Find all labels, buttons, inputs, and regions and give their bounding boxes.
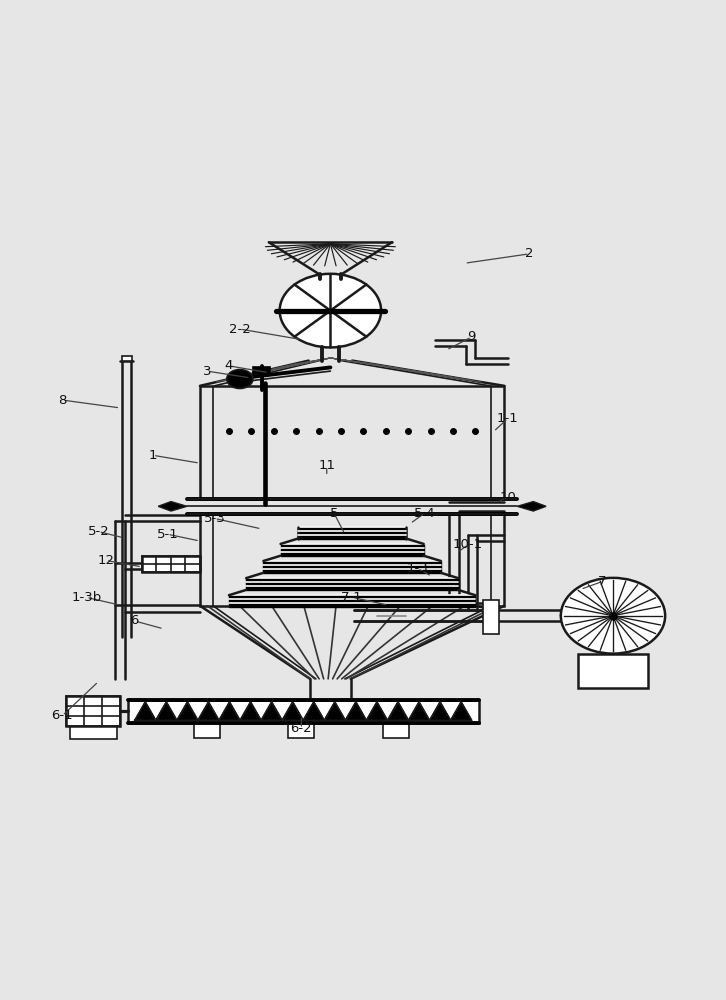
Polygon shape: [430, 702, 451, 720]
Text: 9: 9: [468, 330, 476, 343]
Bar: [253, 367, 270, 374]
Polygon shape: [135, 702, 156, 720]
Polygon shape: [264, 561, 441, 573]
Text: 12: 12: [97, 554, 114, 567]
Text: 10: 10: [499, 491, 516, 504]
Polygon shape: [219, 702, 240, 720]
Polygon shape: [198, 702, 219, 720]
Text: 5-1: 5-1: [157, 528, 178, 541]
Polygon shape: [409, 702, 430, 720]
Polygon shape: [346, 702, 367, 720]
Text: 4: 4: [225, 359, 233, 372]
Text: 6-1: 6-1: [52, 709, 73, 722]
Bar: [128, 700, 479, 723]
Polygon shape: [158, 502, 187, 511]
Bar: [194, 723, 220, 738]
Polygon shape: [261, 702, 282, 720]
Bar: [383, 723, 409, 738]
Bar: [200, 514, 505, 606]
Polygon shape: [325, 702, 346, 720]
Text: 7-1: 7-1: [341, 591, 363, 604]
Text: 6: 6: [131, 614, 139, 627]
Text: 1-3b: 1-3b: [71, 591, 102, 604]
Text: 10-1: 10-1: [453, 538, 483, 551]
Polygon shape: [282, 702, 303, 720]
Polygon shape: [518, 502, 546, 511]
Polygon shape: [156, 702, 177, 720]
Circle shape: [280, 274, 381, 347]
Text: 5-3: 5-3: [203, 512, 225, 525]
Polygon shape: [177, 702, 198, 720]
Text: 1: 1: [149, 449, 157, 462]
Polygon shape: [240, 702, 261, 720]
Text: 5-2: 5-2: [88, 525, 110, 538]
Polygon shape: [246, 578, 458, 590]
Text: 8: 8: [58, 394, 67, 407]
Text: 3: 3: [203, 365, 211, 378]
Bar: [66, 696, 121, 726]
Bar: [288, 723, 314, 738]
Polygon shape: [367, 702, 388, 720]
Polygon shape: [280, 544, 424, 556]
Bar: [578, 654, 648, 688]
Circle shape: [227, 370, 253, 388]
Text: 2: 2: [526, 247, 534, 260]
Bar: [200, 386, 505, 499]
Bar: [142, 556, 200, 572]
Text: 1-3: 1-3: [407, 562, 428, 575]
Circle shape: [560, 578, 665, 654]
Polygon shape: [388, 702, 409, 720]
Polygon shape: [229, 595, 476, 607]
Bar: [483, 600, 499, 634]
Polygon shape: [451, 702, 472, 720]
Text: 2-2: 2-2: [229, 323, 250, 336]
Text: 6-2: 6-2: [290, 722, 312, 735]
Polygon shape: [298, 527, 407, 539]
Text: 5: 5: [330, 507, 338, 520]
Bar: [70, 726, 117, 739]
Bar: [122, 356, 132, 361]
Text: 1-1: 1-1: [497, 412, 519, 425]
Text: 7: 7: [598, 575, 606, 588]
Text: 11: 11: [318, 459, 335, 472]
Text: 5-4: 5-4: [414, 507, 436, 520]
Polygon shape: [303, 702, 325, 720]
